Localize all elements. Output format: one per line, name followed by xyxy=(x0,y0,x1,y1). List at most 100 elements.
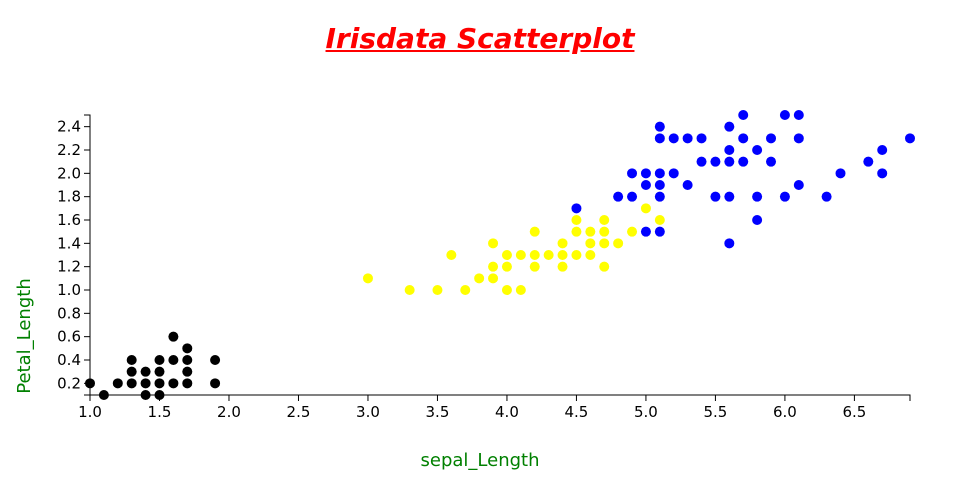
data-point xyxy=(501,261,512,272)
data-point xyxy=(140,390,151,400)
data-point xyxy=(640,180,651,190)
data-point xyxy=(168,331,179,342)
data-point xyxy=(112,378,123,389)
x-tick-label: 5.5 xyxy=(703,403,727,421)
data-point xyxy=(460,285,471,295)
data-point xyxy=(682,180,693,190)
y-tick-label: 0.8 xyxy=(57,304,81,322)
data-point xyxy=(126,366,137,377)
data-point xyxy=(724,238,735,249)
x-tick-label: 5.0 xyxy=(634,403,658,421)
data-point xyxy=(154,390,165,400)
data-point xyxy=(585,250,596,260)
data-point xyxy=(710,156,721,167)
data-point xyxy=(529,261,540,272)
x-tick-label: 3.0 xyxy=(356,403,380,421)
data-point xyxy=(779,191,790,202)
data-point xyxy=(627,226,638,237)
x-axis: 1.0 1.5 2.0 2.5 3.0 3.5 4.0 4.5 5.0 5.5 6.0 6.5 xyxy=(78,394,911,421)
x-axis-label: sepal_Length xyxy=(421,450,540,471)
data-point xyxy=(793,133,804,144)
x-tick-label: 1.5 xyxy=(148,403,172,421)
data-point xyxy=(126,355,137,365)
y-axis-line xyxy=(84,114,91,396)
data-point xyxy=(557,261,568,272)
data-point xyxy=(752,191,763,202)
data-point xyxy=(724,156,735,167)
data-point xyxy=(696,133,707,144)
data-point xyxy=(654,121,665,132)
data-point xyxy=(654,226,665,237)
data-point xyxy=(738,156,749,167)
x-tick-label: 4.0 xyxy=(495,403,519,421)
data-point xyxy=(599,238,610,249)
data-point xyxy=(571,203,582,214)
data-point xyxy=(738,133,749,144)
y-tick-label: 0.6 xyxy=(57,328,81,346)
data-point xyxy=(654,180,665,190)
y-tick-label: 0.2 xyxy=(57,374,81,392)
data-point xyxy=(682,133,693,144)
data-point xyxy=(613,238,624,249)
data-point xyxy=(724,191,735,202)
data-point xyxy=(627,168,638,179)
data-point xyxy=(168,355,179,365)
x-tick-label: 6.5 xyxy=(842,403,866,421)
data-point xyxy=(182,343,193,354)
data-point xyxy=(752,145,763,155)
x-tick-label: 2.5 xyxy=(287,403,311,421)
data-point xyxy=(654,168,665,179)
data-point xyxy=(168,378,179,389)
data-point xyxy=(515,250,526,260)
data-point xyxy=(154,366,165,377)
x-tick-label: 2.0 xyxy=(217,403,241,421)
data-point xyxy=(404,285,415,295)
y-tick-label: 2.4 xyxy=(57,118,81,136)
x-axis-line xyxy=(89,394,911,401)
data-point xyxy=(766,133,777,144)
data-point xyxy=(821,191,832,202)
data-point xyxy=(140,378,151,389)
data-point xyxy=(877,145,888,155)
data-point xyxy=(488,273,499,284)
data-point xyxy=(793,180,804,190)
data-point xyxy=(585,238,596,249)
data-point xyxy=(154,355,165,365)
data-point xyxy=(599,261,610,272)
data-point xyxy=(640,203,651,214)
data-points xyxy=(85,110,915,400)
data-point xyxy=(529,250,540,260)
data-point xyxy=(557,250,568,260)
data-point xyxy=(98,390,109,400)
data-point xyxy=(599,226,610,237)
data-point xyxy=(571,215,582,225)
x-tick-label: 1.0 xyxy=(78,403,102,421)
data-point xyxy=(362,273,373,284)
data-point xyxy=(779,110,790,120)
data-point xyxy=(501,250,512,260)
data-point xyxy=(877,168,888,179)
data-point xyxy=(474,273,485,284)
data-point xyxy=(696,156,707,167)
data-point xyxy=(488,238,499,249)
data-point xyxy=(668,168,679,179)
data-point xyxy=(488,261,499,272)
y-tick-label: 1.2 xyxy=(57,258,81,276)
data-point xyxy=(905,133,915,144)
data-point xyxy=(710,191,721,202)
data-point xyxy=(654,215,665,225)
data-point xyxy=(210,355,221,365)
y-tick-label: 2.2 xyxy=(57,141,81,159)
data-point xyxy=(182,378,193,389)
chart-title: Irisdata Scatterplot xyxy=(325,22,635,55)
data-point xyxy=(210,378,221,389)
data-point xyxy=(793,110,804,120)
data-point xyxy=(85,378,95,389)
y-tick-label: 1.8 xyxy=(57,188,81,206)
data-point xyxy=(654,191,665,202)
data-point xyxy=(752,215,763,225)
data-point xyxy=(126,378,137,389)
data-point xyxy=(724,145,735,155)
data-point xyxy=(154,378,165,389)
